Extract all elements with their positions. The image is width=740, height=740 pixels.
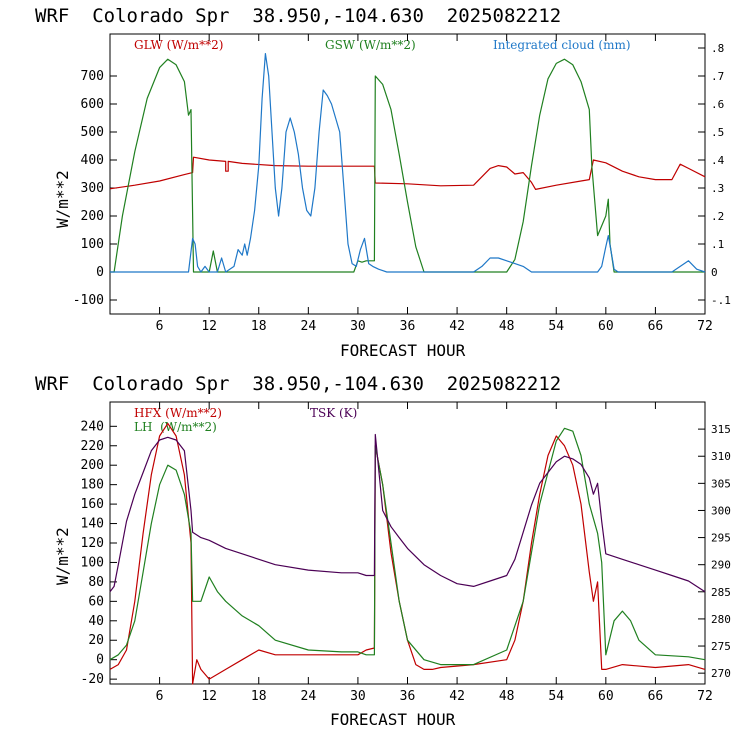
y-tick-label: 40 [88, 614, 104, 629]
y-tick-label: 700 [81, 69, 104, 84]
y2-tick-label: .8 [711, 42, 724, 55]
x-tick-label: 72 [697, 689, 713, 704]
bottom-chart-title: WRF Colorado Spr 38.950,-104.630 2025082… [35, 373, 561, 395]
y2-tick-label: 0 [711, 266, 718, 279]
x-tick-label: 18 [251, 319, 267, 334]
y-tick-label: 0 [96, 653, 104, 668]
y2-tick-label: .2 [711, 210, 724, 223]
x-tick-label: 66 [648, 319, 664, 334]
y2-tick-label: .1 [711, 238, 724, 251]
y2-tick-label: 290 [711, 559, 731, 572]
y2-tick-label: -.1 [711, 294, 731, 307]
bottom-legend-hfx: HFX (W/m**2) [134, 406, 222, 420]
y2-tick-label: 300 [711, 504, 731, 517]
y2-tick-label: 285 [711, 586, 731, 599]
y-tick-label: -20 [81, 672, 104, 687]
x-tick-label: 66 [648, 689, 664, 704]
y2-tick-label: .6 [711, 98, 724, 111]
y-tick-label: 140 [81, 517, 104, 532]
bottom-y-axis-label: W/m**2 [53, 527, 72, 585]
y-tick-label: 0 [96, 265, 104, 280]
x-tick-label: 72 [697, 319, 713, 334]
y-tick-label: 200 [81, 209, 104, 224]
bottom-legend-lh: LH (W/m**2) [134, 420, 217, 434]
series-line-1 [109, 427, 706, 666]
x-tick-label: 54 [548, 319, 564, 334]
x-tick-label: 12 [201, 319, 217, 334]
top-chart-title: WRF Colorado Spr 38.950,-104.630 2025082… [35, 5, 561, 27]
x-tick-label: 30 [350, 319, 366, 334]
y-tick-label: -100 [73, 293, 104, 308]
bottom-x-axis-label: FORECAST HOUR [330, 710, 456, 729]
y-tick-label: 200 [81, 458, 104, 473]
x-tick-label: 42 [449, 689, 465, 704]
series-line-2 [110, 52, 706, 273]
y2-tick-label: 305 [711, 477, 731, 490]
y-tick-label: 300 [81, 181, 104, 196]
y-tick-label: 600 [81, 97, 104, 112]
glw-gsw-cloud-panel: WRF Colorado Spr 38.950,-104.630 2025082… [35, 5, 731, 360]
y-tick-label: 60 [88, 594, 104, 609]
x-tick-label: 12 [201, 689, 217, 704]
x-tick-label: 36 [400, 319, 416, 334]
series-line-2 [109, 433, 706, 593]
top-legend-glw: GLW (W/m**2) [134, 38, 223, 52]
y-tick-label: 20 [88, 633, 104, 648]
y-tick-label: 100 [81, 237, 104, 252]
x-tick-label: 48 [499, 689, 515, 704]
y-tick-label: 400 [81, 153, 104, 168]
y2-tick-label: 310 [711, 450, 731, 463]
y-tick-label: 160 [81, 497, 104, 512]
y-tick-label: 240 [81, 419, 104, 434]
y2-tick-label: 270 [711, 667, 731, 680]
y2-tick-label: 275 [711, 640, 731, 653]
top-legend-gsw: GSW (W/m**2) [325, 38, 416, 52]
hfx-lh-tsk-panel: WRF Colorado Spr 38.950,-104.630 2025082… [35, 373, 731, 729]
y-tick-label: 180 [81, 478, 104, 493]
y-tick-label: 220 [81, 439, 104, 454]
x-tick-label: 60 [598, 689, 614, 704]
top-legend-cloud: Integrated cloud (mm) [493, 38, 631, 52]
top-y-axis-label: W/m**2 [53, 170, 72, 228]
top-x-axis-label: FORECAST HOUR [340, 341, 466, 360]
x-tick-label: 18 [251, 689, 267, 704]
y2-tick-label: .3 [711, 182, 724, 195]
bottom-legend-tsk: TSK (K) [310, 406, 357, 420]
x-tick-label: 24 [301, 689, 317, 704]
y2-tick-label: 315 [711, 423, 731, 436]
series-line-0 [109, 422, 706, 685]
x-tick-label: 6 [156, 319, 164, 334]
y-tick-label: 100 [81, 555, 104, 570]
x-tick-label: 36 [400, 689, 416, 704]
x-tick-label: 54 [548, 689, 564, 704]
x-tick-label: 48 [499, 319, 515, 334]
series-line-1 [110, 58, 705, 273]
y2-tick-label: .5 [711, 126, 724, 139]
y-tick-label: 80 [88, 575, 104, 590]
y2-tick-label: 295 [711, 532, 731, 545]
x-tick-label: 6 [156, 689, 164, 704]
y-tick-label: 120 [81, 536, 104, 551]
x-tick-label: 30 [350, 689, 366, 704]
x-tick-label: 60 [598, 319, 614, 334]
series-line-0 [109, 156, 706, 190]
y2-tick-label: .7 [711, 70, 724, 83]
x-tick-label: 42 [449, 319, 465, 334]
y-tick-label: 500 [81, 125, 104, 140]
y2-tick-label: 280 [711, 613, 731, 626]
y2-tick-label: .4 [711, 154, 725, 167]
x-tick-label: 24 [301, 319, 317, 334]
